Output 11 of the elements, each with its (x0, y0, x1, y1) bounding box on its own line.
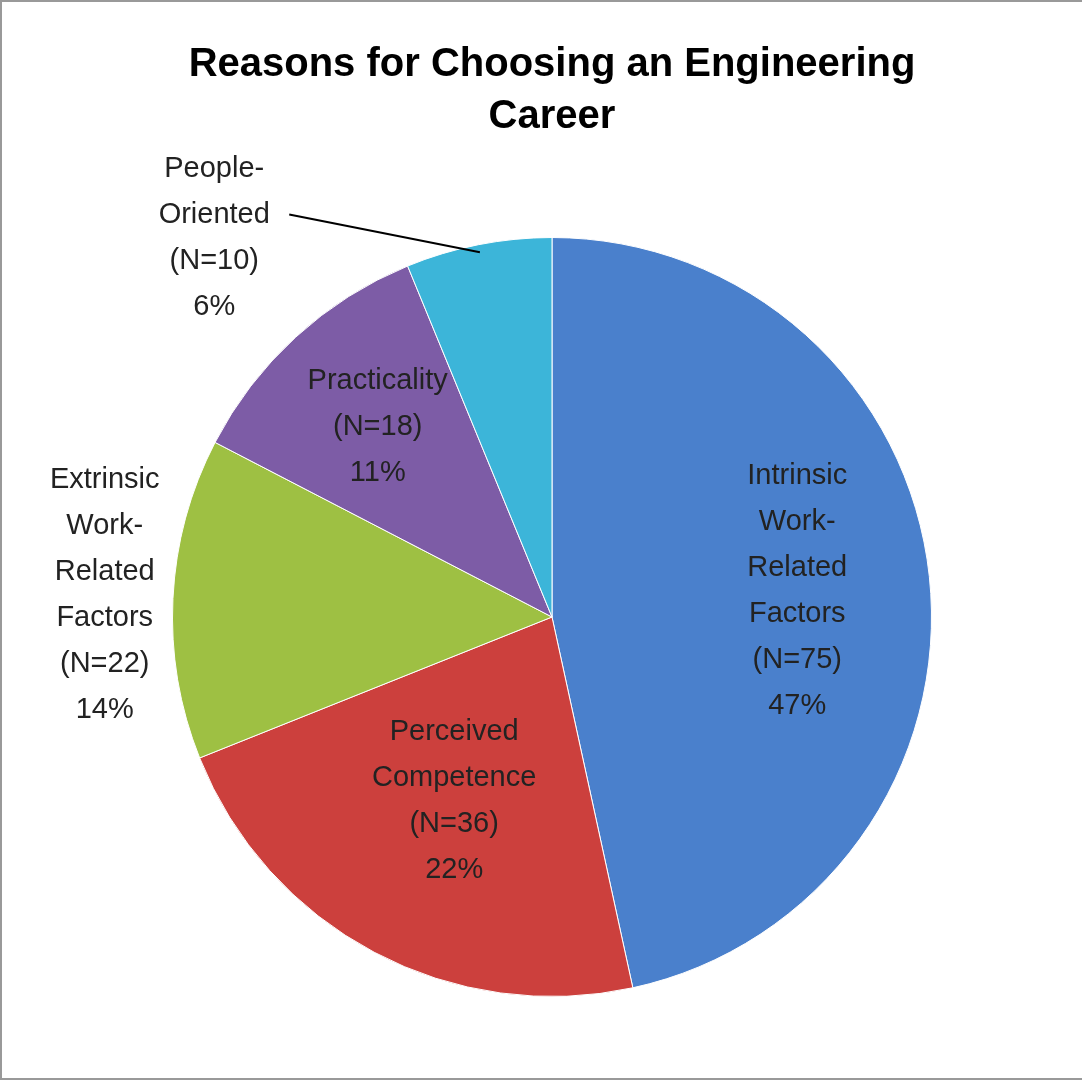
slice-label: Perceived Competence (371, 714, 537, 793)
slice-label: Intrinsic Work-Related Factors (747, 457, 848, 628)
data-label: (N=10) 6% (169, 242, 259, 321)
data-label: (N=18) 11% (332, 408, 423, 487)
slice-label: People-Oriented (158, 150, 270, 229)
data-label: (N=22) 14% (60, 646, 150, 725)
slice-label: Practicality (307, 362, 449, 395)
chart-title: Reasons for Choosing an Engineering Career (187, 39, 917, 138)
data-label: (N=36) 22% (409, 806, 499, 885)
slice-label: Extrinsic Work-Related Factors (49, 462, 160, 633)
data-label: (N=75) 47% (752, 641, 842, 720)
